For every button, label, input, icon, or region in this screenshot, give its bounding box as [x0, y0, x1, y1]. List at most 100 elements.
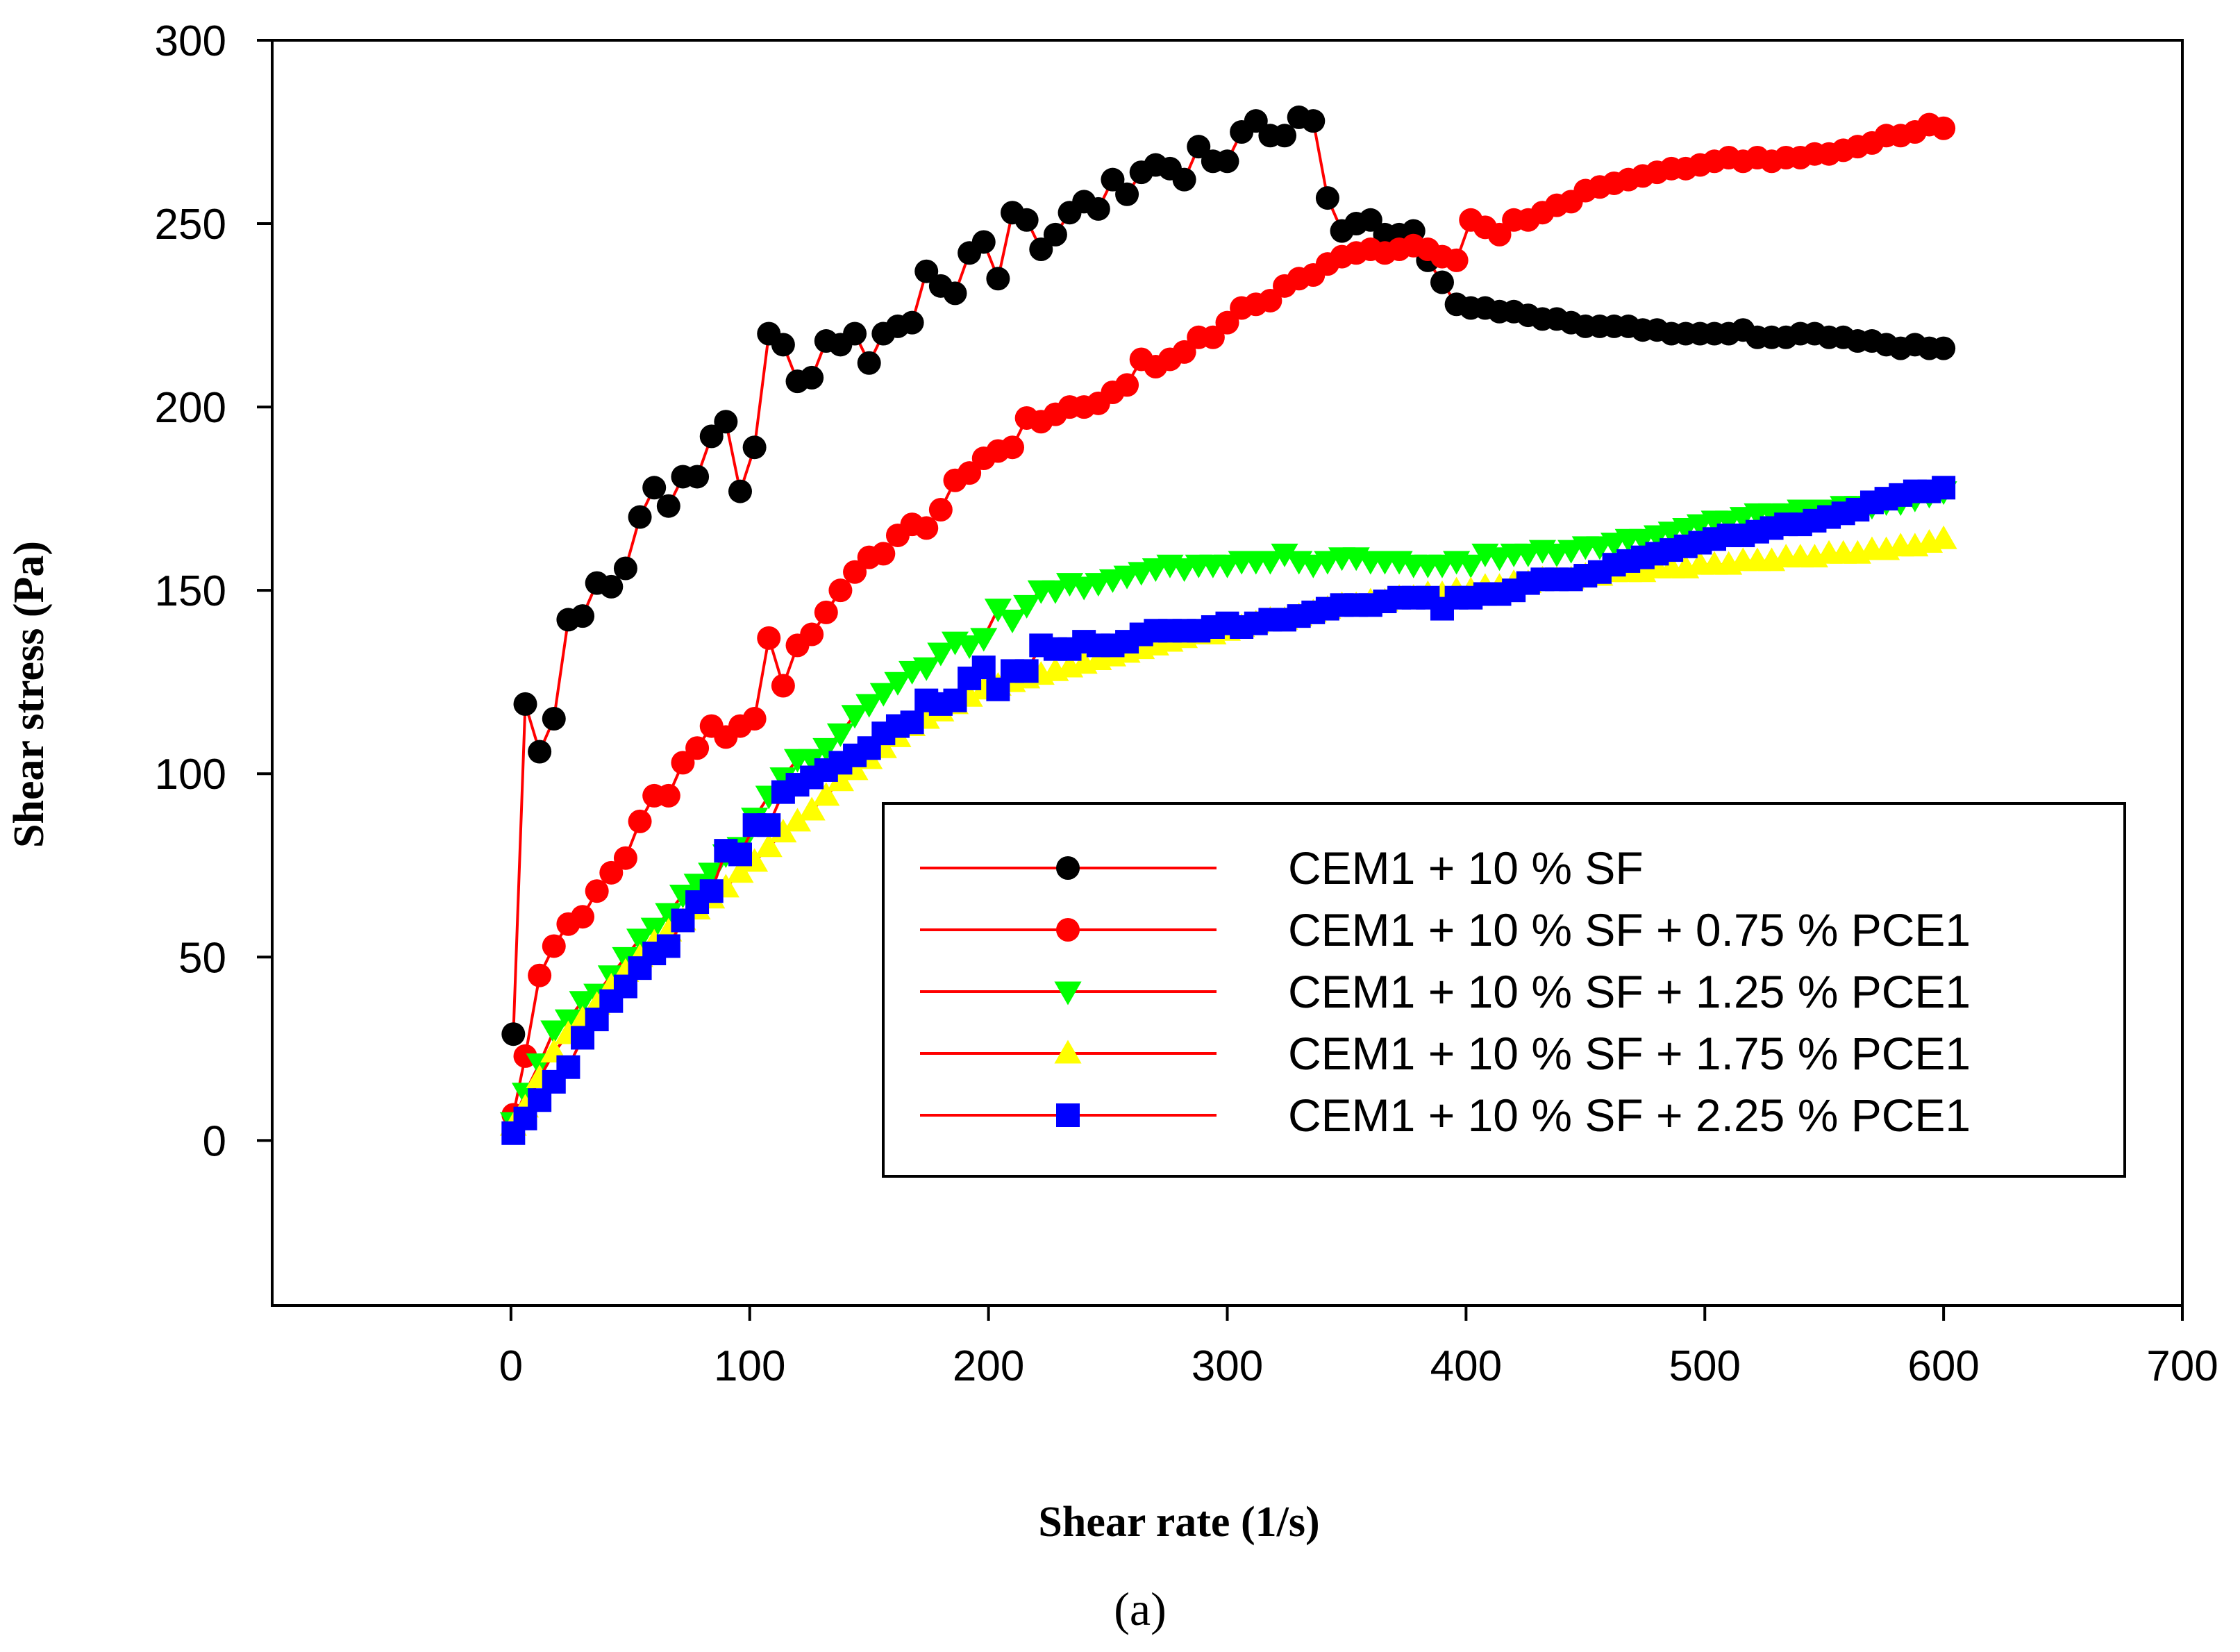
x-tick-label: 100	[714, 1342, 785, 1390]
data-point	[656, 783, 680, 808]
data-point	[800, 365, 824, 390]
legend-label: CEM1 + 10 % SF + 0.75 % PCE1	[1288, 904, 1971, 956]
x-axis: 0 100 200 300 400 500 600 700	[499, 1305, 2218, 1390]
data-point	[800, 622, 824, 646]
figure-caption: (a)	[1114, 1583, 1166, 1635]
data-point	[501, 1022, 526, 1046]
y-tick-label: 50	[178, 934, 226, 982]
data-point	[1487, 222, 1512, 247]
y-axis: 0 50 100 150 200 250 300	[155, 17, 272, 1165]
data-point	[1244, 109, 1268, 133]
data-point	[571, 905, 595, 929]
data-point	[871, 542, 896, 566]
data-point	[1932, 476, 1956, 500]
data-point	[1358, 208, 1382, 232]
data-point	[955, 635, 983, 659]
x-tick-label: 600	[1907, 1342, 1979, 1390]
data-point	[771, 674, 795, 698]
data-point	[986, 267, 1010, 291]
data-point	[726, 859, 754, 883]
data-point	[742, 707, 767, 731]
data-point	[757, 626, 781, 650]
data-point	[1932, 336, 1956, 360]
data-point	[671, 751, 695, 775]
data-point	[812, 782, 840, 806]
data-point	[613, 846, 637, 870]
data-point	[884, 671, 912, 696]
data-point	[1029, 237, 1053, 262]
y-tick-label: 150	[155, 567, 226, 615]
data-point	[599, 574, 624, 599]
data-point	[900, 310, 924, 335]
data-point	[958, 461, 982, 485]
data-point	[1215, 310, 1239, 335]
series-1	[501, 105, 1956, 1046]
legend-entry: CEM1 + 10 % SF + 0.75 % PCE1	[920, 904, 1971, 956]
x-tick-label: 400	[1430, 1342, 1502, 1390]
data-point	[1301, 109, 1326, 133]
data-point	[513, 692, 537, 716]
data-point	[928, 497, 953, 522]
legend-label: CEM1 + 10 % SF + 1.25 % PCE1	[1288, 966, 1971, 1017]
legend-marker	[1054, 1040, 1082, 1064]
legend-marker	[1054, 981, 1082, 1006]
data-point	[1258, 288, 1282, 312]
y-tick-label: 300	[155, 17, 226, 65]
data-point	[798, 796, 826, 821]
data-point	[656, 494, 680, 518]
data-point	[812, 737, 840, 762]
x-tick-label: 700	[2146, 1342, 2218, 1390]
data-point	[943, 688, 967, 712]
series-5	[501, 476, 1956, 1145]
data-point	[869, 683, 897, 707]
y-tick-label: 100	[155, 751, 226, 799]
data-point	[628, 505, 652, 529]
data-point	[1086, 197, 1110, 221]
data-point	[1115, 182, 1139, 206]
data-point	[528, 740, 552, 764]
legend-marker	[1056, 1103, 1080, 1127]
data-point	[542, 934, 566, 958]
data-point	[728, 479, 752, 503]
data-point	[699, 879, 724, 903]
x-tick-label: 300	[1192, 1342, 1263, 1390]
y-tick-label: 250	[155, 201, 226, 249]
data-point	[685, 465, 710, 489]
data-point	[585, 879, 609, 903]
series-2	[501, 112, 1956, 1127]
data-point	[843, 560, 867, 584]
data-point	[1014, 208, 1039, 232]
data-point	[900, 710, 924, 735]
data-point	[1115, 373, 1139, 397]
data-point	[1457, 554, 1485, 578]
x-axis-title: Shear rate (1/s)	[1038, 1499, 1319, 1546]
data-point	[642, 476, 667, 500]
data-point	[699, 424, 724, 449]
data-point	[855, 694, 883, 718]
data-point	[1013, 594, 1041, 619]
data-point	[1273, 124, 1297, 148]
data-point	[1172, 340, 1196, 364]
data-point	[613, 556, 637, 581]
data-point	[843, 322, 867, 346]
legend: CEM1 + 10 % SF CEM1 + 10 % SF + 0.75 % PC…	[882, 802, 2126, 1178]
data-point	[528, 963, 552, 987]
data-point	[826, 723, 854, 747]
data-point	[1172, 167, 1196, 192]
data-point	[912, 657, 940, 681]
x-tick-label: 0	[499, 1342, 523, 1390]
data-point	[742, 435, 767, 460]
y-axis-title: Shear stress (Pa)	[6, 541, 53, 848]
data-point	[1256, 551, 1284, 575]
legend-entry: CEM1 + 10 % SF + 1.25 % PCE1	[920, 966, 1971, 1017]
data-point	[927, 642, 955, 667]
data-point	[1043, 222, 1067, 247]
data-point	[971, 230, 996, 254]
data-point	[556, 1055, 580, 1079]
data-point	[755, 833, 783, 858]
data-point	[971, 656, 996, 680]
y-tick-label: 200	[155, 384, 226, 432]
data-point	[685, 736, 710, 760]
data-point	[970, 628, 998, 652]
